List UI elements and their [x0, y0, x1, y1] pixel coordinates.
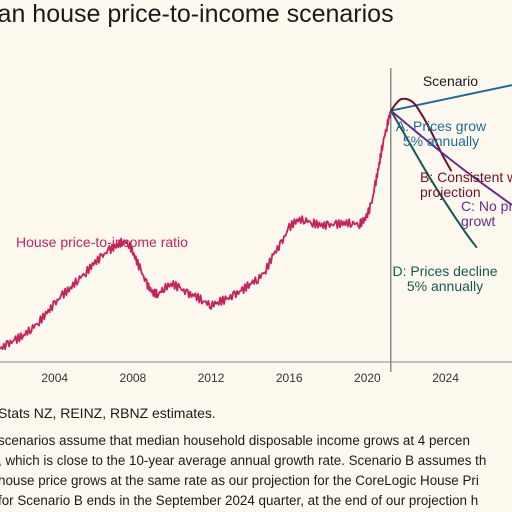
source-note: Stats NZ, REINZ, RBNZ estimates.	[0, 405, 216, 421]
x-tick-label: 2004	[41, 371, 68, 385]
annotation-label-d: D: Prices decline	[392, 263, 497, 279]
footnote-line-2: , which is close to the 10-year average …	[0, 453, 487, 468]
x-tick-label: 2020	[354, 371, 381, 385]
series-line-scenario-d	[389, 110, 478, 249]
x-axis-ticks: 200420082012201620202024202	[41, 371, 459, 385]
annotation-label-c: growt	[461, 213, 495, 229]
line-chart: Scenario 200420082012201620202024202 Hou…	[0, 68, 512, 385]
series-line-historical	[0, 110, 392, 351]
annotation-label-a: A: Prices grow	[396, 118, 487, 134]
annotation-label-a: 5% annually	[403, 133, 479, 149]
annotation-label-hist: House price-to-income ratio	[16, 234, 188, 250]
chart-title: ian house price-to-income scenarios	[0, 0, 394, 28]
annotation-label-b: projection	[420, 184, 481, 200]
footnote-line-3: house price grows at the same rate as ou…	[0, 473, 479, 488]
annotation-label-b: B: Consistent w	[420, 169, 512, 185]
annotation-label-d: 5% annually	[407, 278, 483, 294]
x-tick-label: 2008	[120, 371, 147, 385]
x-tick-label: 2012	[198, 371, 225, 385]
series-line-scenario-a	[390, 84, 512, 112]
footnote-line-4: for Scenario B ends in the September 202…	[0, 493, 479, 508]
series-line-scenario-c	[390, 109, 512, 206]
annotation-group: House price-to-income ratio A: Prices gro…	[16, 118, 512, 294]
footnote-line-1: scenarios assume that median household d…	[0, 433, 470, 448]
series-group	[0, 84, 512, 351]
annotation-label-c: C: No pr	[461, 198, 512, 214]
x-tick-label: 2016	[276, 371, 303, 385]
x-tick-label: 2024	[432, 371, 459, 385]
scenario-header-label: Scenario	[423, 73, 478, 89]
